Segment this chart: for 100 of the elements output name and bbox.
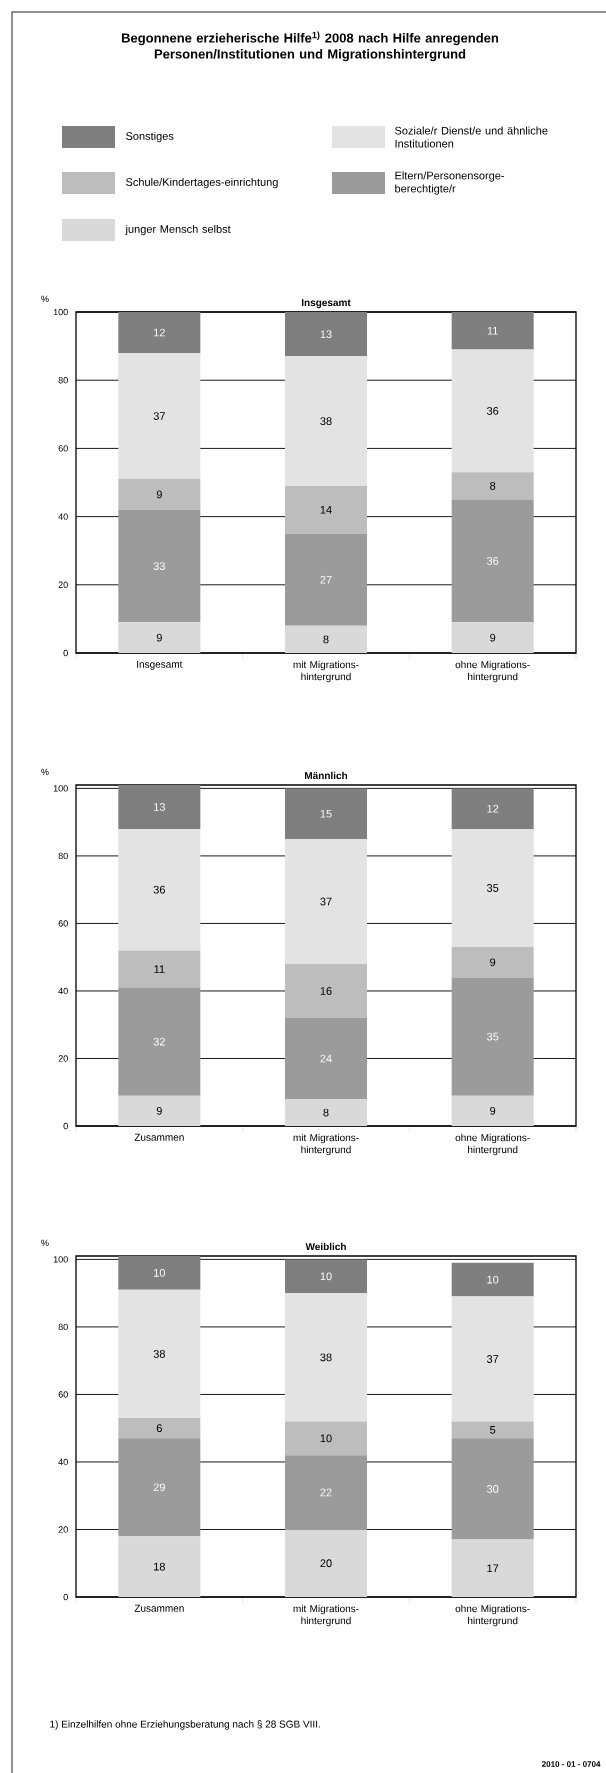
bar bbox=[118, 1536, 201, 1598]
y-axis-title: % bbox=[41, 768, 49, 776]
data-label: 35 bbox=[486, 884, 499, 892]
data-label: 32 bbox=[153, 1037, 165, 1046]
y-tick-label: 40 bbox=[58, 1458, 68, 1466]
data-label: 22 bbox=[320, 1488, 332, 1497]
y-tick-label: 0 bbox=[63, 1122, 68, 1130]
bar bbox=[285, 1259, 367, 1294]
chart-subtitle: Insgesamt bbox=[301, 299, 351, 309]
data-label: 24 bbox=[320, 1054, 332, 1063]
text: 1) Einzelhilfen ohne Erziehungsberatung nach § 28 SGB VIII. bbox=[50, 1720, 320, 1730]
bar bbox=[118, 987, 201, 1096]
data-label: 9 bbox=[490, 633, 496, 642]
data-label: 13 bbox=[154, 803, 165, 811]
data-label: 18 bbox=[154, 1562, 165, 1571]
bar bbox=[451, 349, 534, 473]
bar bbox=[118, 479, 201, 510]
bar bbox=[118, 828, 201, 951]
bar bbox=[118, 352, 201, 480]
data-label: 35 bbox=[486, 1032, 499, 1041]
legend-label: Schule/Kindertages-einrichtung bbox=[126, 177, 278, 189]
bar bbox=[285, 1099, 367, 1127]
data-label: 9 bbox=[490, 1106, 496, 1115]
data-label: 37 bbox=[486, 1355, 499, 1363]
data-label: 9 bbox=[156, 490, 162, 499]
y-tick-label: 80 bbox=[58, 377, 68, 384]
y-axis-title: % bbox=[41, 295, 49, 303]
bar bbox=[285, 1455, 367, 1530]
bar bbox=[118, 1438, 201, 1537]
x-tick-label: ohne Migrations-hintergrund bbox=[455, 1133, 530, 1156]
bar bbox=[285, 1017, 367, 1099]
bar bbox=[451, 472, 534, 500]
y-tick-label: 60 bbox=[58, 1391, 68, 1398]
data-label: 6 bbox=[156, 1424, 162, 1433]
data-label: 10 bbox=[320, 1272, 332, 1281]
bar bbox=[451, 1095, 534, 1127]
chart-title: Männlich bbox=[305, 771, 348, 780]
x-tick-label: mit Migrations-hintergrund bbox=[293, 1604, 359, 1627]
y-tick-label: 20 bbox=[58, 581, 68, 588]
x-tick-label: mit Migrations-hintergrund bbox=[293, 660, 359, 683]
data-label: 30 bbox=[486, 1485, 499, 1493]
y-tick-label: 20 bbox=[58, 1526, 68, 1533]
data-label: 12 bbox=[487, 804, 499, 813]
legend-label: Soziale/r Dienst/e und ähnliche Institutionen bbox=[395, 126, 548, 148]
x-tick-label: Zusammen bbox=[134, 1604, 184, 1612]
y-tick-label: 80 bbox=[58, 1323, 68, 1331]
data-label: 36 bbox=[486, 407, 499, 415]
bar bbox=[451, 828, 534, 948]
bar bbox=[285, 1421, 367, 1456]
bar bbox=[285, 839, 367, 964]
data-label: 27 bbox=[320, 575, 332, 584]
data-label: 9 bbox=[156, 1106, 162, 1115]
x-tick-label: ohne Migrations-hintergrund bbox=[455, 660, 530, 683]
data-label: 36 bbox=[153, 885, 165, 894]
data-label: 20 bbox=[320, 1559, 332, 1568]
x-tick-label: mit Migrations-hintergrund bbox=[293, 1133, 359, 1156]
bar bbox=[451, 1296, 534, 1422]
bar bbox=[285, 1529, 367, 1598]
bar bbox=[118, 950, 201, 988]
data-label: 11 bbox=[487, 326, 498, 335]
y-tick-label: 60 bbox=[58, 920, 68, 927]
bar bbox=[118, 509, 201, 623]
bar bbox=[451, 312, 534, 350]
bar bbox=[451, 947, 534, 978]
data-label: 14 bbox=[320, 506, 332, 514]
data-label: 37 bbox=[320, 897, 332, 906]
x-tick-label: Insgesamt bbox=[137, 660, 183, 670]
y-tick-label: 100 bbox=[53, 785, 68, 792]
data-label: 13 bbox=[320, 330, 332, 339]
bar bbox=[285, 1293, 367, 1422]
y-tick-label: 0 bbox=[63, 649, 68, 657]
bar bbox=[451, 1539, 534, 1598]
bar bbox=[451, 1262, 534, 1297]
bar bbox=[451, 622, 534, 654]
bar bbox=[451, 977, 534, 1096]
bar bbox=[451, 1438, 534, 1540]
bar bbox=[285, 625, 367, 654]
bar bbox=[118, 1095, 201, 1127]
data-label: 10 bbox=[487, 1275, 499, 1284]
bar bbox=[118, 622, 201, 654]
data-label: 10 bbox=[320, 1434, 332, 1443]
y-tick-label: 20 bbox=[58, 1055, 68, 1062]
bar bbox=[285, 963, 367, 1018]
bar bbox=[118, 785, 201, 829]
data-label: 29 bbox=[153, 1483, 165, 1492]
data-label: 12 bbox=[154, 328, 165, 337]
text: 2010 - 01 - 0704 bbox=[542, 1761, 601, 1767]
chart-title: Weiblich bbox=[305, 1242, 346, 1251]
bar bbox=[285, 485, 367, 534]
legend-label: Sonstiges bbox=[126, 131, 174, 143]
x-tick-label: ohne Migrations-hintergrund bbox=[455, 1604, 530, 1627]
bar bbox=[451, 1421, 534, 1439]
y-tick-label: 60 bbox=[58, 445, 68, 452]
data-label: 9 bbox=[156, 633, 162, 642]
data-label: 10 bbox=[154, 1269, 166, 1277]
bar bbox=[118, 1418, 201, 1439]
y-tick-label: 40 bbox=[58, 987, 68, 995]
legend-label: junger Mensch selbst bbox=[125, 224, 231, 236]
bar bbox=[285, 533, 367, 626]
x-tick-label: Zusammen bbox=[134, 1133, 184, 1141]
